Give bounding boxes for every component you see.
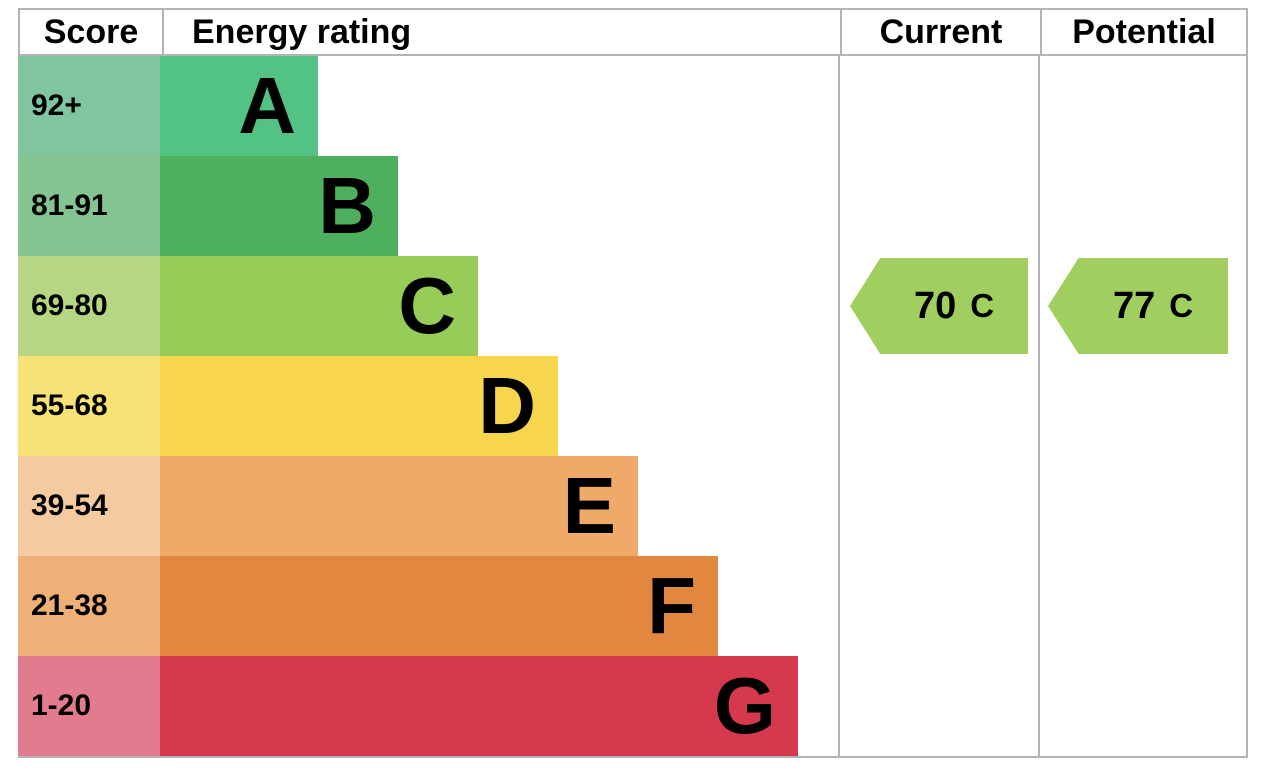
band-row-g: 1-20 G: [18, 656, 798, 756]
right-border: [1246, 56, 1248, 758]
score-range-f: 21-38: [31, 589, 108, 622]
band-bar-f: F: [160, 556, 718, 656]
score-range-g: 1-20: [31, 689, 92, 722]
score-cell-d: 55-68: [18, 356, 160, 456]
score-range-d: 55-68: [31, 389, 108, 422]
score-range-e: 39-54: [31, 489, 108, 522]
divider-current-potential: [1038, 56, 1040, 758]
current-rating-arrow: 70 C: [850, 258, 1028, 354]
band-letter-b: B: [318, 161, 376, 250]
potential-rating-value: 77: [1112, 284, 1156, 327]
header-current: Current: [840, 10, 1040, 54]
band-row-d: 55-68 D: [18, 356, 798, 456]
current-rating-band: C: [970, 287, 995, 324]
band-bar-e: E: [160, 456, 638, 556]
bottom-border: [18, 756, 1248, 758]
current-rating-value: 70: [913, 284, 957, 327]
band-bar-d: D: [160, 356, 558, 456]
score-cell-b: 81-91: [18, 156, 160, 256]
header-energy-rating: Energy rating: [162, 10, 840, 54]
header-row: Score Energy rating Current Potential: [18, 8, 1248, 56]
band-row-a: 92+ A: [18, 56, 798, 156]
score-cell-g: 1-20: [18, 656, 160, 756]
score-range-a: 92+: [31, 89, 82, 122]
header-score: Score: [43, 12, 139, 51]
score-cell-c: 69-80: [18, 256, 160, 356]
band-letter-a: A: [238, 61, 296, 150]
band-row-e: 39-54 E: [18, 456, 798, 556]
divider-energy-current: [838, 56, 840, 758]
band-rows: 92+ A 81-91 B 69-80 C 55-68: [18, 56, 798, 756]
potential-rating-band: C: [1169, 287, 1194, 324]
band-bar-a: A: [160, 56, 318, 156]
score-cell-f: 21-38: [18, 556, 160, 656]
band-letter-d: D: [478, 361, 536, 450]
band-letter-c: C: [398, 261, 456, 350]
score-range-c: 69-80: [31, 289, 108, 322]
band-bar-b: B: [160, 156, 398, 256]
band-letter-f: F: [647, 561, 696, 650]
band-bar-g: G: [160, 656, 798, 756]
score-cell-a: 92+: [18, 56, 160, 156]
potential-rating-arrow: 77 C: [1048, 258, 1228, 354]
score-cell-e: 39-54: [18, 456, 160, 556]
band-row-b: 81-91 B: [18, 156, 798, 256]
band-letter-g: G: [713, 661, 776, 750]
band-row-f: 21-38 F: [18, 556, 798, 656]
band-row-c: 69-80 C: [18, 256, 798, 356]
score-range-b: 81-91: [31, 189, 108, 222]
band-letter-e: E: [562, 461, 616, 550]
header-potential: Potential: [1040, 10, 1246, 54]
band-bar-c: C: [160, 256, 478, 356]
